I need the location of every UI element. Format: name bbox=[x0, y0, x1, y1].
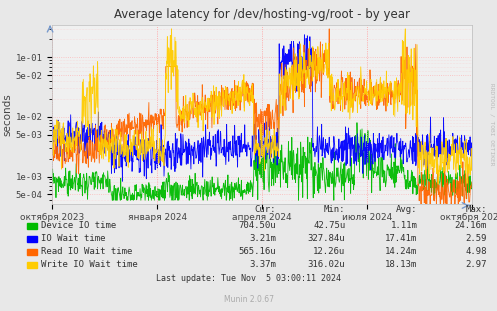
Text: Write IO Wait time: Write IO Wait time bbox=[41, 261, 138, 269]
Text: 704.50u: 704.50u bbox=[238, 221, 276, 230]
Title: Average latency for /dev/hosting-vg/root - by year: Average latency for /dev/hosting-vg/root… bbox=[114, 8, 410, 21]
Text: Min:: Min: bbox=[324, 205, 345, 214]
Text: Read IO Wait time: Read IO Wait time bbox=[41, 248, 133, 256]
Text: 4.98: 4.98 bbox=[466, 248, 487, 256]
Text: 1.11m: 1.11m bbox=[391, 221, 417, 230]
Text: 316.02u: 316.02u bbox=[308, 261, 345, 269]
Text: Cur:: Cur: bbox=[254, 205, 276, 214]
Text: IO Wait time: IO Wait time bbox=[41, 234, 106, 243]
Text: Device IO time: Device IO time bbox=[41, 221, 116, 230]
Text: 24.16m: 24.16m bbox=[455, 221, 487, 230]
Text: RRDTOOL / TOBI OETIKER: RRDTOOL / TOBI OETIKER bbox=[490, 83, 495, 166]
Text: 18.13m: 18.13m bbox=[385, 261, 417, 269]
Y-axis label: seconds: seconds bbox=[3, 93, 13, 136]
Text: 327.84u: 327.84u bbox=[308, 234, 345, 243]
Text: 42.75u: 42.75u bbox=[313, 221, 345, 230]
Text: 3.21m: 3.21m bbox=[249, 234, 276, 243]
Text: 2.59: 2.59 bbox=[466, 234, 487, 243]
Text: 2.97: 2.97 bbox=[466, 261, 487, 269]
Text: 565.16u: 565.16u bbox=[238, 248, 276, 256]
Text: Max:: Max: bbox=[466, 205, 487, 214]
Text: Avg:: Avg: bbox=[396, 205, 417, 214]
Text: 3.37m: 3.37m bbox=[249, 261, 276, 269]
Text: 17.41m: 17.41m bbox=[385, 234, 417, 243]
Text: 12.26u: 12.26u bbox=[313, 248, 345, 256]
Text: Last update: Tue Nov  5 03:00:11 2024: Last update: Tue Nov 5 03:00:11 2024 bbox=[156, 273, 341, 282]
Text: Munin 2.0.67: Munin 2.0.67 bbox=[224, 295, 273, 304]
Text: 14.24m: 14.24m bbox=[385, 248, 417, 256]
